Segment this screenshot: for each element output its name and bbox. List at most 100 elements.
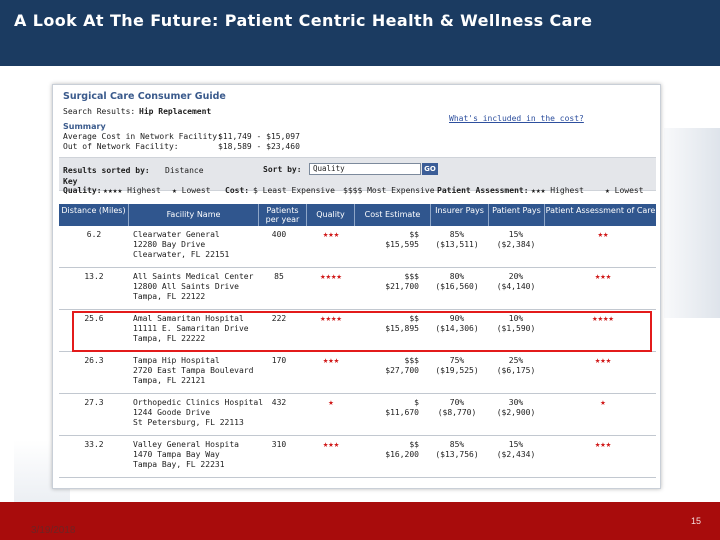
- sort-by-select[interactable]: Quality: [309, 163, 421, 175]
- cell-patient-pays: 15% ($2,434): [490, 440, 542, 460]
- facility-name: All Saints Medical Center: [133, 272, 254, 281]
- table-row[interactable]: 26.3 Tampa Hip Hospital 2720 East Tampa …: [59, 353, 656, 394]
- insurer-amt: ($8,770): [437, 408, 477, 417]
- key-quality-high: ★★★★ Highest: [103, 186, 161, 195]
- insurer-pct: 75%: [449, 356, 465, 365]
- patient-pct: 10%: [508, 314, 524, 323]
- facility-address2: Tampa, FL 22121: [133, 376, 206, 385]
- facility-address2: Tampa, FL 22122: [133, 292, 206, 301]
- facility-name: Clearwater General: [133, 230, 220, 239]
- results-sorted-value: Distance: [165, 166, 204, 175]
- cell-patient-pays: 30% ($2,900): [490, 398, 542, 418]
- insurer-amt: ($14,306): [435, 324, 479, 333]
- cell-distance: 26.3: [84, 356, 104, 365]
- cell-insurer-pays: 85% ($13,756): [429, 440, 485, 460]
- key-patient-low: ★ Lowest: [605, 186, 644, 195]
- cell-assessment: ★★: [597, 230, 609, 240]
- patient-amt: ($1,590): [496, 324, 536, 333]
- key-quality-low: ★ Lowest: [172, 186, 211, 195]
- facility-address1: 12280 Bay Drive: [133, 240, 206, 249]
- cost-tier: $$: [409, 440, 419, 449]
- cell-insurer-pays: 85% ($13,511): [429, 230, 485, 250]
- key-patient-high: ★★★ Highest: [531, 186, 584, 195]
- th-quality[interactable]: Quality: [307, 204, 355, 226]
- cell-patients: 170: [271, 356, 287, 365]
- facility-address2: Tampa, FL 22222: [133, 334, 206, 343]
- cell-cost: $$ $16,200: [359, 440, 419, 460]
- cell-patient-pays: 20% ($4,140): [490, 272, 542, 292]
- cell-quality: ★★★: [322, 230, 340, 240]
- cell-patient-pays: 15% ($2,384): [490, 230, 542, 250]
- cell-facility: Valley General Hospita 1470 Tampa Bay Wa…: [133, 440, 267, 470]
- facility-name: Amal Samaritan Hospital: [133, 314, 244, 323]
- cell-facility: Clearwater General 12280 Bay Drive Clear…: [133, 230, 267, 260]
- search-results-label: Search Results:: [63, 107, 136, 116]
- cell-insurer-pays: 75% ($19,525): [429, 356, 485, 376]
- patient-pct: 20%: [508, 272, 524, 281]
- cell-insurer-pays: 70% ($8,770): [429, 398, 485, 418]
- decorative-fade-right: [664, 128, 720, 318]
- patient-pct: 30%: [508, 398, 524, 407]
- cost-estimate: $16,200: [385, 450, 419, 459]
- facility-name: Orthopedic Clinics Hospital: [133, 398, 264, 407]
- table-row[interactable]: 27.3 Orthopedic Clinics Hospital 1244 Go…: [59, 395, 656, 436]
- th-patient-assessment[interactable]: Patient Assessment of Care: [545, 206, 656, 215]
- cost-tier: $$: [409, 314, 419, 323]
- go-button[interactable]: GO: [422, 163, 438, 175]
- facility-name: Valley General Hospita: [133, 440, 239, 449]
- table-row[interactable]: 33.2 Valley General Hospita 1470 Tampa B…: [59, 437, 656, 478]
- insurer-pct: 90%: [449, 314, 465, 323]
- insurer-amt: ($16,560): [435, 282, 479, 291]
- th-facility-name[interactable]: Facility Name: [129, 204, 259, 226]
- insurer-pct: 80%: [449, 272, 465, 281]
- patient-pct: 15%: [508, 440, 524, 449]
- sort-by-label: Sort by:: [263, 165, 302, 174]
- cell-patients: 222: [271, 314, 287, 323]
- insurer-amt: ($13,756): [435, 450, 479, 459]
- th-insurer-pays[interactable]: Insurer Pays: [431, 204, 489, 226]
- insurer-amt: ($13,511): [435, 240, 479, 249]
- cell-cost: $$ $15,895: [359, 314, 419, 334]
- cost-estimate: $11,670: [385, 408, 419, 417]
- cell-patients: 400: [271, 230, 287, 239]
- cell-assessment: ★★★: [594, 272, 612, 282]
- avg-cost-label: Average Cost in Network Facility:: [63, 132, 222, 141]
- summary-label: Summary: [63, 122, 106, 131]
- insurer-amt: ($19,525): [435, 366, 479, 375]
- cost-tier: $$$: [404, 356, 419, 365]
- facility-address2: St Petersburg, FL 22113: [133, 418, 244, 427]
- cell-quality: ★★★★: [320, 272, 342, 282]
- th-patient-pays[interactable]: Patient Pays: [489, 204, 545, 226]
- cell-distance: 13.2: [84, 272, 104, 281]
- cell-cost: $$$ $21,700: [359, 272, 419, 292]
- cell-distance: 6.2: [86, 230, 102, 239]
- patient-amt: ($2,384): [496, 240, 536, 249]
- cost-estimate: $15,595: [385, 240, 419, 249]
- table-row[interactable]: 6.2 Clearwater General 12280 Bay Drive C…: [59, 227, 656, 268]
- cell-cost: $ $11,670: [359, 398, 419, 418]
- key-cost-high: $$$$ Most Expensive: [343, 186, 435, 195]
- cell-assessment: ★★★★: [592, 314, 614, 324]
- facility-address2: Tampa Bay, FL 22231: [133, 460, 225, 469]
- search-results-value: Hip Replacement: [139, 107, 212, 116]
- table-row[interactable]: 13.2 All Saints Medical Center 12800 All…: [59, 269, 656, 310]
- th-distance[interactable]: Distance (Miles): [59, 204, 129, 226]
- th-patients-per-year[interactable]: Patients per year: [259, 204, 307, 226]
- patient-amt: ($6,175): [496, 366, 536, 375]
- key-cost-label: Cost:: [225, 186, 250, 195]
- cell-facility: All Saints Medical Center 12800 All Sain…: [133, 272, 267, 302]
- whats-included-link[interactable]: What's included in the cost?: [449, 114, 584, 123]
- patient-amt: ($2,434): [496, 450, 536, 459]
- table-header-row: Distance (Miles) Facility Name Patients …: [59, 204, 656, 226]
- out-network-label: Out of Network Facility:: [63, 142, 179, 151]
- patient-pct: 25%: [508, 356, 524, 365]
- cell-insurer-pays: 80% ($16,560): [429, 272, 485, 292]
- cell-cost: $$ $15,595: [359, 230, 419, 250]
- cell-quality: ★★★★: [320, 314, 342, 324]
- slide-footer: 3/19/2018 15: [0, 502, 720, 540]
- patient-amt: ($2,900): [496, 408, 536, 417]
- cell-assessment: ★★★: [594, 440, 612, 450]
- guide-title: Surgical Care Consumer Guide: [63, 91, 226, 102]
- highlight-box: [72, 311, 652, 352]
- th-cost-estimate[interactable]: Cost Estimate: [355, 204, 431, 226]
